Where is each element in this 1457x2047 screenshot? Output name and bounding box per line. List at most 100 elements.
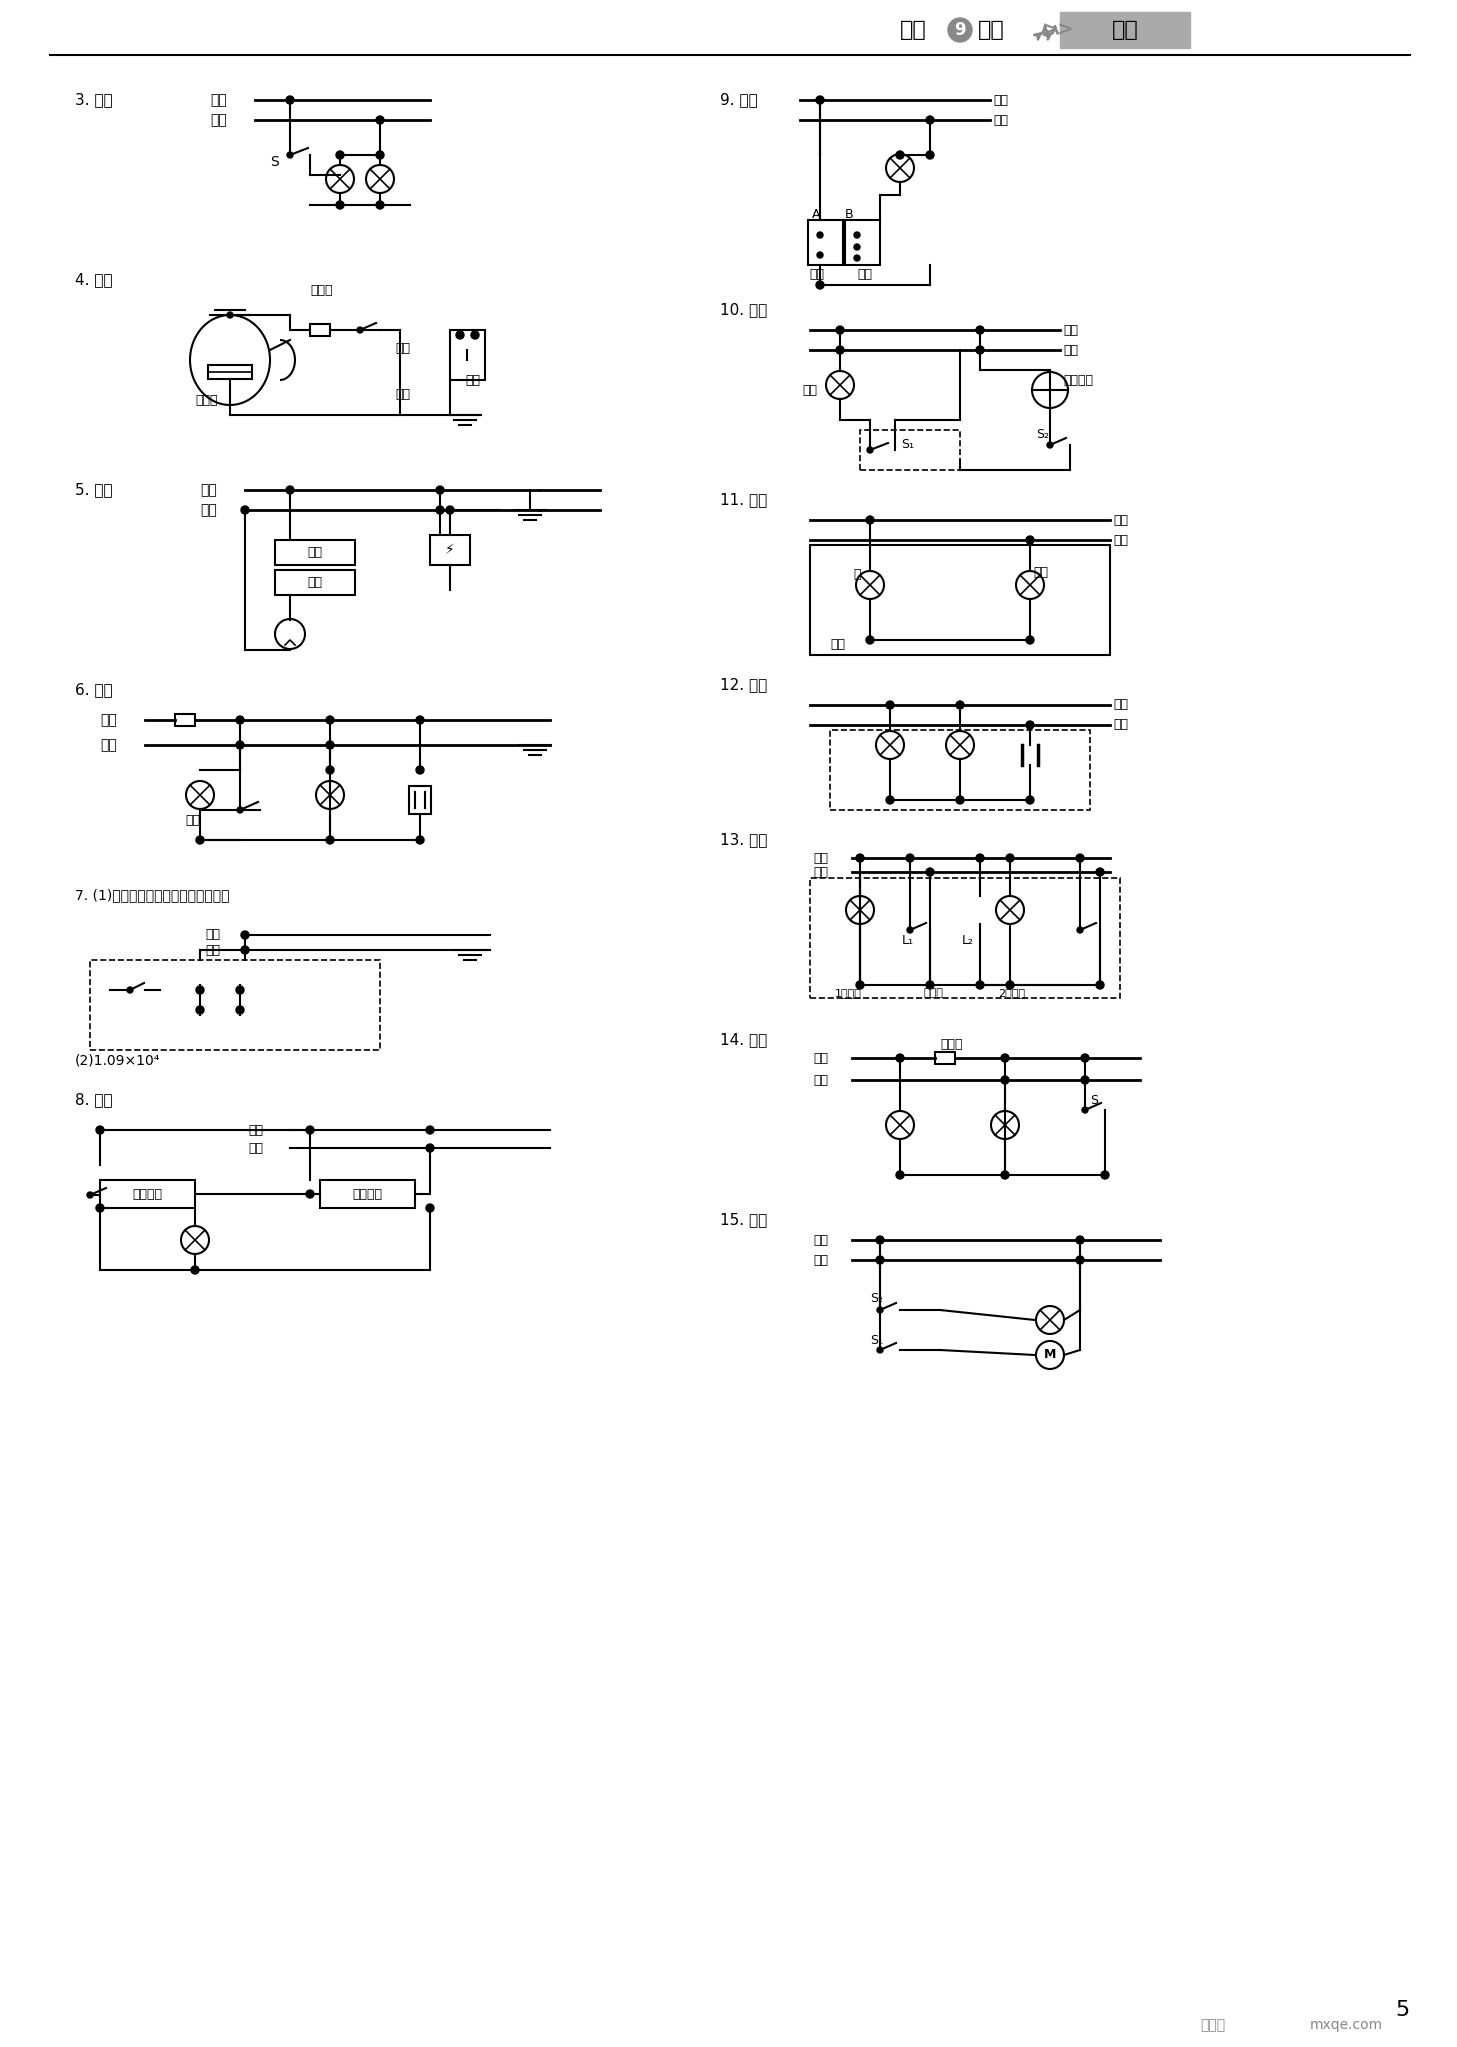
Bar (830, 731, 1090, 811)
Bar (101, 1179, 195, 1208)
Circle shape (446, 506, 455, 514)
Circle shape (877, 1306, 883, 1312)
Bar (810, 545, 1110, 655)
Text: S: S (270, 156, 278, 170)
Circle shape (836, 346, 844, 354)
Circle shape (1005, 854, 1014, 862)
Text: 火线: 火线 (205, 929, 220, 942)
Text: M: M (1043, 1349, 1056, 1361)
Text: B: B (845, 209, 854, 221)
Circle shape (236, 716, 243, 725)
Text: S₁: S₁ (902, 438, 915, 452)
Circle shape (1048, 442, 1053, 448)
Circle shape (326, 766, 334, 774)
Circle shape (436, 506, 444, 514)
Circle shape (240, 931, 249, 940)
Circle shape (956, 796, 965, 804)
Circle shape (1096, 981, 1104, 989)
Bar (310, 323, 329, 336)
Circle shape (436, 485, 444, 493)
Circle shape (816, 96, 825, 104)
Bar (810, 878, 1120, 999)
Text: 下册: 下册 (1112, 20, 1138, 41)
Circle shape (867, 446, 873, 452)
Circle shape (357, 328, 363, 334)
Circle shape (456, 332, 463, 340)
Bar (175, 714, 195, 727)
Circle shape (927, 981, 934, 989)
Text: 保险丝: 保险丝 (940, 1038, 963, 1050)
Circle shape (886, 796, 895, 804)
Text: 9: 9 (954, 20, 966, 39)
Circle shape (376, 151, 385, 160)
Text: 光控: 光控 (307, 547, 322, 559)
Text: 5: 5 (1396, 2000, 1410, 2020)
Circle shape (1001, 1171, 1010, 1179)
Text: 电视插座: 电视插座 (1064, 373, 1093, 387)
Circle shape (816, 280, 825, 289)
Text: S₂: S₂ (870, 1292, 883, 1304)
Text: 火线: 火线 (813, 852, 828, 864)
Text: L₂: L₂ (962, 933, 973, 946)
Circle shape (927, 151, 934, 160)
Text: 红: 红 (852, 569, 861, 581)
Text: S₁: S₁ (870, 1333, 883, 1347)
Circle shape (287, 151, 293, 158)
Text: 开关: 开关 (810, 268, 825, 282)
Bar (321, 1179, 415, 1208)
Circle shape (854, 231, 860, 237)
Text: 7. (1)插线板的连接方式如下图所示：: 7. (1)插线板的连接方式如下图所示： (74, 888, 230, 903)
Circle shape (976, 346, 983, 354)
Circle shape (1026, 721, 1034, 729)
Circle shape (471, 332, 479, 340)
Bar (1061, 12, 1190, 47)
Circle shape (337, 151, 344, 160)
Text: 零线: 零线 (813, 1253, 828, 1267)
Text: S: S (1090, 1093, 1099, 1107)
Circle shape (906, 854, 914, 862)
Text: 火线: 火线 (994, 94, 1008, 106)
Text: 火线: 火线 (1113, 698, 1128, 712)
Circle shape (127, 987, 133, 993)
Circle shape (425, 1126, 434, 1134)
Circle shape (1001, 1054, 1010, 1062)
Text: 保险丝: 保险丝 (310, 282, 332, 297)
Text: 零线: 零线 (205, 944, 220, 956)
Circle shape (1005, 981, 1014, 989)
Circle shape (1077, 927, 1083, 933)
Circle shape (425, 1204, 434, 1212)
Text: 5. 如图: 5. 如图 (74, 483, 112, 497)
Text: 火线: 火线 (101, 712, 117, 727)
Circle shape (237, 807, 243, 813)
Circle shape (865, 637, 874, 645)
Text: 零线: 零线 (813, 866, 828, 878)
Circle shape (286, 485, 294, 493)
Circle shape (87, 1191, 93, 1197)
Circle shape (236, 741, 243, 749)
Text: 零线: 零线 (1113, 718, 1128, 731)
Circle shape (817, 252, 823, 258)
Circle shape (876, 1236, 884, 1245)
Circle shape (197, 1005, 204, 1013)
Circle shape (1026, 637, 1034, 645)
Circle shape (417, 835, 424, 843)
Circle shape (1096, 868, 1104, 876)
Text: 火线: 火线 (210, 92, 227, 106)
Circle shape (1081, 1054, 1088, 1062)
Text: mxqe.com: mxqe.com (1310, 2018, 1383, 2033)
Text: 火线: 火线 (813, 1234, 828, 1247)
Text: 15. 如图: 15. 如图 (720, 1212, 768, 1228)
Text: 物理: 物理 (900, 20, 927, 41)
Circle shape (227, 311, 233, 317)
Text: 2号病房: 2号病房 (998, 989, 1026, 999)
Bar (409, 786, 431, 815)
Text: 火线: 火线 (1113, 514, 1128, 526)
Bar (809, 219, 844, 264)
Circle shape (191, 1265, 200, 1273)
Text: 开关: 开关 (185, 813, 200, 827)
Text: 3. 如图: 3. 如图 (74, 92, 112, 108)
Text: S₂: S₂ (1036, 428, 1049, 440)
Circle shape (96, 1204, 103, 1212)
Text: 声控开关: 声控开关 (133, 1187, 163, 1200)
Text: 零线: 零线 (994, 113, 1008, 127)
